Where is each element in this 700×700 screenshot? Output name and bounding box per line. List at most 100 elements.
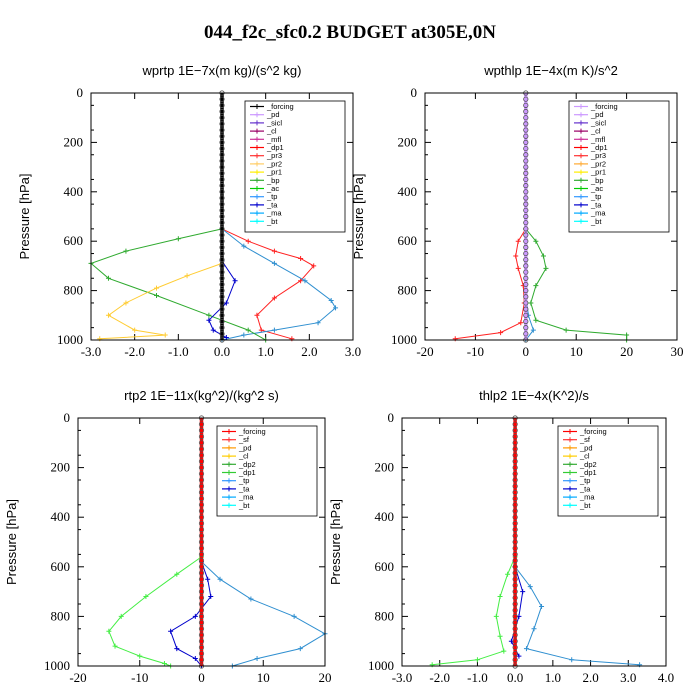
panel4-legend-label: _dp2: [579, 460, 597, 469]
panel3-legend-marker: [226, 486, 232, 492]
panel3-point-ta: [208, 594, 214, 600]
panel3-legend-label: _bt: [238, 501, 250, 510]
panel4-point-dp1: [497, 594, 503, 600]
panel1-forcing-marker: [219, 121, 225, 127]
panel3-series-tp: [201, 561, 325, 666]
panel1-forcing-marker: [219, 250, 225, 257]
panel1-legend-box: [244, 100, 346, 233]
panel3-forcing-marker: [198, 613, 205, 620]
panel1-point-dp1: [298, 255, 304, 261]
panel1-forcing-marker: [219, 263, 225, 269]
panel3-legend-label: _cl: [238, 452, 249, 461]
panel3-xtick-label: 0: [198, 670, 205, 685]
panel1-legend-marker: [254, 210, 260, 216]
panel1-legend-marker: [254, 136, 260, 142]
panel3-legend-label: _tp: [238, 476, 249, 485]
panel3-forcing-marker: [198, 545, 205, 551]
panel3-point-tp: [254, 656, 260, 662]
panel2-legend-label: _pd: [590, 110, 604, 119]
panel1-point-bp: [154, 293, 159, 299]
panel4-legend-label: _sf: [579, 435, 591, 444]
panel2-legend-marker: [578, 218, 584, 224]
panel1-legend-label: _forcing: [266, 102, 294, 111]
panel3-point-dp1: [174, 571, 180, 577]
panel1-ytick-label: 600: [64, 233, 84, 248]
panel4-point-ta: [520, 589, 526, 595]
panel4-series-tp: [514, 566, 640, 666]
panel1-forcing-marker: [219, 269, 225, 275]
panel3-forcing-marker: [198, 644, 205, 651]
panel3-point-ta: [192, 613, 198, 619]
panel1-point-tp: [241, 243, 247, 249]
panel3-legend-marker: [226, 453, 232, 459]
panel3-legend-label: _forcing: [238, 427, 266, 436]
panel1-legend-marker: [254, 161, 260, 167]
panel1-point-pr2: [97, 336, 103, 342]
panel1-point-tp: [271, 327, 277, 333]
panel1-point-pr2: [162, 332, 168, 338]
panel2-forcing-marker: [523, 257, 529, 263]
panel3-forcing-marker: [198, 483, 205, 489]
panel4-forcing-marker: [512, 427, 518, 433]
panel2-forcing-marker: [523, 133, 529, 139]
panel4-ytick-label: 200: [375, 460, 395, 475]
panel4-frame: [401, 417, 667, 667]
panel4-ytick-label: 400: [375, 509, 395, 524]
panel4-point-tp: [539, 603, 545, 609]
panel1-point-ta: [223, 300, 229, 306]
panel1-forcing-marker: [219, 145, 225, 152]
panel2-forcing-marker: [523, 108, 529, 115]
panel3-forcing-marker: [198, 588, 205, 595]
panel1-forcing-marker: [219, 189, 225, 195]
panel4-forcing-marker: [512, 483, 518, 489]
panel4-legend-label: _bt: [579, 501, 591, 510]
panel2-legend-label: _pr2: [590, 159, 606, 168]
panel2-legend-label: _bt: [590, 217, 602, 226]
panel4-forcing-marker: [512, 638, 518, 644]
panel1-point-bp: [206, 312, 212, 318]
panel3-forcing-marker: [198, 526, 205, 533]
panel2-forcing-marker: [523, 263, 529, 269]
panel3-ytick-label: 600: [51, 559, 71, 574]
panel1-forcing-marker: [219, 226, 225, 232]
panel1-forcing-marker: [219, 195, 225, 201]
panel3-xtick-label: 20: [319, 670, 332, 685]
panel4-forcing-marker: [512, 582, 518, 589]
panel2-point-tp: [530, 327, 536, 333]
panel1-legend-label: _bt: [266, 217, 278, 226]
panel1-legend-label: _cl: [266, 127, 277, 136]
panel1-point-bp: [245, 327, 251, 333]
panel1-forcing-marker: [219, 176, 225, 183]
panel3-legend-marker: [226, 445, 232, 451]
panel4-point-dp1: [493, 613, 499, 619]
panel4-legend-marker: [567, 470, 573, 475]
panel1-series-dp1: [221, 228, 315, 340]
panel2-xtick-label: 10: [570, 344, 583, 359]
panel3-legend-box: [216, 425, 318, 517]
panel3-point-tp: [297, 646, 303, 652]
panel3-forcing-marker: [198, 446, 205, 452]
panel3-legend-marker: [226, 494, 232, 500]
panel1-point-pr2: [105, 312, 111, 318]
panel4-forcing-marker: [512, 514, 518, 520]
panel1-legend-marker: [254, 194, 260, 200]
panel4-point-ta: [516, 653, 522, 659]
panel1-ytick-label: 800: [64, 283, 84, 298]
panel1-point-ta: [206, 317, 212, 323]
panel4-forcing-marker: [512, 557, 518, 564]
panel2-forcing-marker: [523, 213, 529, 220]
panel1-series-bp: [91, 228, 266, 340]
panel1-xtick-label: 0.0: [214, 344, 230, 359]
panel2-frame: [424, 92, 678, 341]
panel2-legend-label: _sicl: [590, 118, 606, 127]
panel1-forcing-marker: [219, 96, 225, 102]
panel1-point-dp1: [311, 263, 317, 269]
panel3-ytick-label: 200: [51, 460, 71, 475]
panel2-forcing-marker: [523, 201, 529, 207]
panel3-forcing-marker: [198, 440, 205, 446]
panel2-forcing-marker: [523, 220, 529, 226]
panel2-forcing-marker: [523, 170, 529, 176]
panel1-forcing-marker: [219, 238, 225, 244]
panel4-forcing-marker: [512, 477, 518, 483]
